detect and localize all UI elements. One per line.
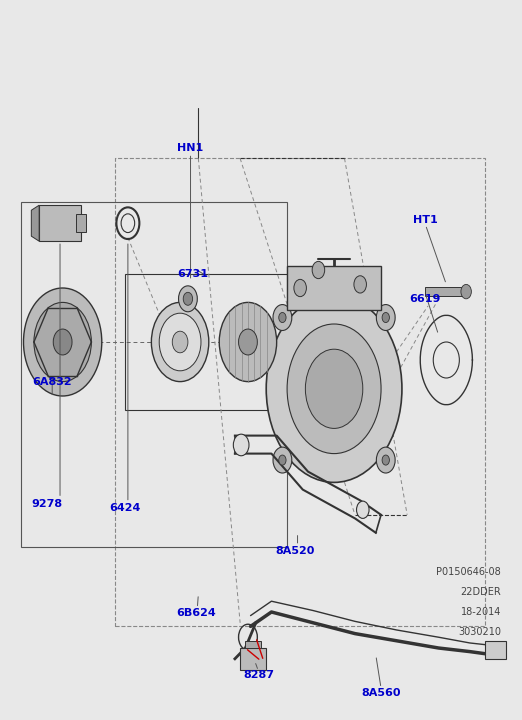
Circle shape bbox=[34, 302, 91, 382]
Circle shape bbox=[312, 261, 325, 279]
Text: 8A520: 8A520 bbox=[275, 546, 315, 556]
Circle shape bbox=[151, 302, 209, 382]
Circle shape bbox=[239, 329, 257, 355]
Circle shape bbox=[159, 313, 201, 371]
Circle shape bbox=[172, 331, 188, 353]
Circle shape bbox=[273, 305, 292, 330]
Text: 8A560: 8A560 bbox=[361, 688, 401, 698]
Text: 6424: 6424 bbox=[110, 503, 141, 513]
Text: 9278: 9278 bbox=[31, 499, 63, 509]
Circle shape bbox=[233, 434, 249, 456]
Circle shape bbox=[183, 292, 193, 305]
Text: HN1: HN1 bbox=[177, 143, 204, 153]
Circle shape bbox=[287, 324, 381, 454]
Text: 6731: 6731 bbox=[177, 269, 209, 279]
Bar bbox=[240, 648, 266, 670]
Circle shape bbox=[376, 447, 395, 473]
Text: P0150646-08: P0150646-08 bbox=[436, 567, 501, 577]
Bar bbox=[39, 205, 81, 241]
Text: 6B624: 6B624 bbox=[176, 608, 216, 618]
Circle shape bbox=[357, 501, 369, 518]
Circle shape bbox=[305, 349, 363, 428]
Text: 8287: 8287 bbox=[243, 670, 274, 680]
Polygon shape bbox=[485, 641, 506, 659]
Circle shape bbox=[433, 342, 459, 378]
Text: HT1: HT1 bbox=[413, 215, 438, 225]
Circle shape bbox=[376, 305, 395, 330]
Circle shape bbox=[279, 455, 286, 465]
Circle shape bbox=[354, 276, 366, 293]
Circle shape bbox=[53, 329, 72, 355]
Circle shape bbox=[219, 302, 277, 382]
Circle shape bbox=[273, 447, 292, 473]
Circle shape bbox=[294, 279, 306, 297]
Text: 6619: 6619 bbox=[410, 294, 441, 304]
Bar bbox=[76, 214, 86, 232]
Circle shape bbox=[382, 312, 389, 323]
Text: 18-2014: 18-2014 bbox=[461, 607, 501, 617]
Circle shape bbox=[23, 288, 102, 396]
Circle shape bbox=[266, 295, 402, 482]
Text: 6A832: 6A832 bbox=[32, 377, 72, 387]
Polygon shape bbox=[287, 266, 381, 310]
Circle shape bbox=[382, 455, 389, 465]
Bar bbox=[245, 641, 261, 648]
Bar bbox=[425, 287, 467, 296]
Text: 22DDER: 22DDER bbox=[460, 587, 501, 597]
Circle shape bbox=[179, 286, 197, 312]
Text: 3030210: 3030210 bbox=[458, 627, 501, 637]
Polygon shape bbox=[31, 205, 39, 241]
Circle shape bbox=[461, 284, 471, 299]
Circle shape bbox=[279, 312, 286, 323]
